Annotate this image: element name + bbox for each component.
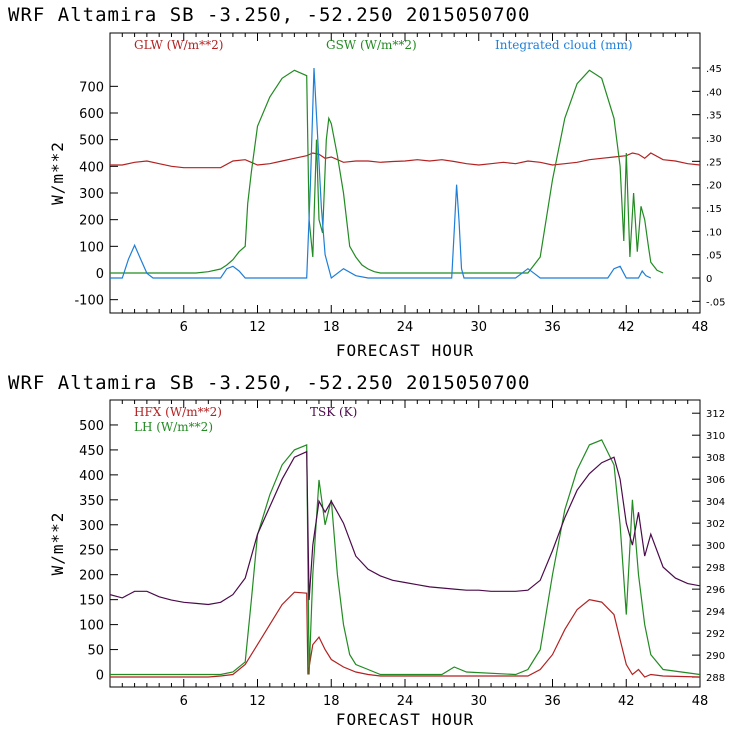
y-tick-label: 0 xyxy=(96,669,104,684)
x-tick-label: 6 xyxy=(180,694,188,709)
y2-tick-label: .45 xyxy=(706,64,722,75)
y2-tick-label: 292 xyxy=(706,629,725,640)
y2-tick-label: 298 xyxy=(706,563,725,574)
y2-tick-label: .20 xyxy=(706,181,722,192)
x-tick-label: 30 xyxy=(470,320,487,335)
x-tick-label: 18 xyxy=(323,320,340,335)
legend-entry: GSW (W/m**2) xyxy=(326,38,417,52)
top-panel: WRF Altamira SB -3.250, -52.250 20150507… xyxy=(8,4,726,360)
y-axis-label: W/m**2 xyxy=(48,512,67,576)
y-tick-label: 300 xyxy=(79,187,104,202)
y2-tick-label: .25 xyxy=(706,157,722,168)
y2-tick-label: .40 xyxy=(706,87,722,98)
series-line xyxy=(110,152,700,169)
y2-tick-label: 310 xyxy=(706,431,725,442)
x-tick-label: 12 xyxy=(249,320,266,335)
x-tick-label: 48 xyxy=(692,694,709,709)
series-line xyxy=(110,439,700,676)
y-tick-label: 200 xyxy=(79,569,104,584)
y-tick-label: 400 xyxy=(79,469,104,484)
y2-tick-label: 306 xyxy=(706,475,725,486)
y-axis-label: W/m**2 xyxy=(48,141,67,205)
y-tick-label: 0 xyxy=(96,267,104,282)
x-tick-label: 36 xyxy=(544,320,561,335)
y-tick-label: 250 xyxy=(79,544,104,559)
y-tick-label: 700 xyxy=(79,80,104,95)
x-tick-label: 24 xyxy=(397,320,414,335)
series-line xyxy=(110,69,664,274)
y2-tick-label: 312 xyxy=(706,409,725,420)
y-tick-label: 100 xyxy=(79,240,104,255)
y-tick-label: 500 xyxy=(79,419,104,434)
y2-tick-label: 0 xyxy=(706,274,712,285)
legend-entry: TSK (K) xyxy=(310,405,357,419)
chart-title: WRF Altamira SB -3.250, -52.250 20150507… xyxy=(8,372,530,394)
y2-tick-label: .05 xyxy=(706,251,722,262)
y2-tick-label: .35 xyxy=(706,111,722,122)
series-line xyxy=(110,591,700,678)
x-tick-label: 12 xyxy=(249,694,266,709)
y2-tick-label: 308 xyxy=(706,453,725,464)
y2-tick-label: .15 xyxy=(706,204,722,215)
x-tick-label: 18 xyxy=(323,694,340,709)
bottom-panel: WRF Altamira SB -3.250, -52.250 20150507… xyxy=(8,372,725,729)
y2-tick-label: 296 xyxy=(706,585,725,596)
y2-tick-label: 300 xyxy=(706,541,725,552)
y-tick-label: 200 xyxy=(79,214,104,229)
legend-entry: Integrated cloud (mm) xyxy=(495,38,633,52)
x-tick-label: 30 xyxy=(470,694,487,709)
x-tick-label: 42 xyxy=(618,320,635,335)
y-tick-label: 50 xyxy=(87,644,104,659)
x-tick-label: 24 xyxy=(397,694,414,709)
y-tick-label: 350 xyxy=(79,494,104,509)
y-tick-label: -100 xyxy=(74,294,104,309)
y2-tick-label: .10 xyxy=(706,227,722,238)
x-axis-label: FORECAST HOUR xyxy=(336,341,474,360)
series-line xyxy=(110,67,652,280)
series-line xyxy=(110,450,700,606)
legend-entry: LH (W/m**2) xyxy=(134,420,213,434)
y-tick-label: 600 xyxy=(79,107,104,122)
y-tick-label: 400 xyxy=(79,160,104,175)
x-tick-label: 6 xyxy=(180,320,188,335)
x-tick-label: 48 xyxy=(692,320,709,335)
y2-tick-label: -.05 xyxy=(706,297,726,308)
y-tick-label: 500 xyxy=(79,134,104,149)
y2-tick-label: 304 xyxy=(706,497,725,508)
y2-tick-label: 302 xyxy=(706,519,725,530)
y-tick-label: 150 xyxy=(79,594,104,609)
y2-tick-label: .30 xyxy=(706,134,722,145)
y-tick-label: 100 xyxy=(79,619,104,634)
legend-entry: HFX (W/m**2) xyxy=(134,405,222,419)
chart-title: WRF Altamira SB -3.250, -52.250 20150507… xyxy=(8,4,530,26)
legend-entry: GLW (W/m**2) xyxy=(134,38,223,52)
y2-tick-label: 288 xyxy=(706,673,725,684)
x-tick-label: 36 xyxy=(544,694,561,709)
y-tick-label: 300 xyxy=(79,519,104,534)
y-tick-label: 450 xyxy=(79,444,104,459)
y2-tick-label: 290 xyxy=(706,651,725,662)
x-axis-label: FORECAST HOUR xyxy=(336,710,474,729)
y2-tick-label: 294 xyxy=(706,607,725,618)
x-tick-label: 42 xyxy=(618,694,635,709)
